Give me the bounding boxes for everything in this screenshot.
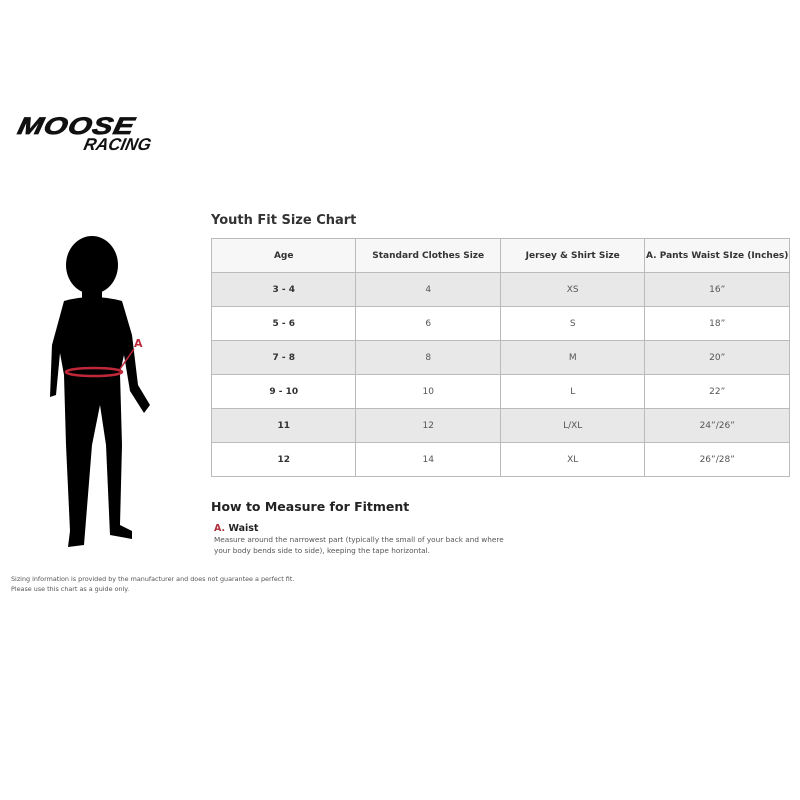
- size-chart-table: Age Standard Clothes Size Jersey & Shirt…: [210, 238, 790, 477]
- cell-waist: 18”: [644, 306, 790, 341]
- header-age: Age: [210, 238, 357, 273]
- cell-age: 5 - 6: [210, 306, 357, 341]
- measure-item-heading: A. Waist: [214, 523, 258, 534]
- logo-subtext: RACING: [81, 135, 154, 154]
- cell-jersey: L: [499, 374, 646, 409]
- table-row: 12 14 XL 26”/28”: [210, 442, 790, 477]
- cell-age: 12: [210, 442, 357, 477]
- cell-jersey: XL: [499, 442, 646, 477]
- cell-waist: 26”/28”: [644, 442, 790, 477]
- cell-standard: 6: [355, 306, 501, 341]
- measure-item-label: Waist: [228, 523, 259, 534]
- table-row: 11 12 L/XL 24”/26”: [210, 408, 790, 443]
- disclaimer: Sizing information is provided by the ma…: [11, 575, 294, 594]
- cell-age: 3 - 4: [210, 272, 357, 307]
- chart-title: Youth Fit Size Chart: [211, 213, 357, 228]
- cell-waist: 20”: [644, 340, 790, 375]
- table-row: 5 - 6 6 S 18”: [210, 306, 790, 341]
- cell-jersey: S: [499, 306, 646, 341]
- cell-standard: 10: [355, 374, 501, 409]
- header-jersey-size: Jersey & Shirt Size: [499, 238, 646, 273]
- cell-waist: 22”: [644, 374, 790, 409]
- table-row: 9 - 10 10 L 22”: [210, 374, 790, 409]
- disclaimer-line-1: Sizing information is provided by the ma…: [11, 575, 295, 583]
- waist-measure-line: [64, 366, 124, 378]
- measure-item-description: Measure around the narrowest part (typic…: [214, 535, 504, 555]
- disclaimer-line-2: Please use this chart as a guide only.: [11, 584, 130, 593]
- measure-heading: How to Measure for Fitment: [211, 499, 410, 514]
- cell-age: 7 - 8: [210, 340, 357, 375]
- moose-racing-logo: MOOSE RACING: [15, 112, 198, 158]
- cell-standard: 8: [355, 340, 501, 375]
- cell-jersey: L/XL: [499, 408, 646, 443]
- table-row: 3 - 4 4 XS 16”: [210, 272, 790, 307]
- table-header-row: Age Standard Clothes Size Jersey & Shirt…: [210, 238, 790, 273]
- cell-standard: 12: [355, 408, 501, 443]
- child-silhouette-figure: A: [50, 236, 150, 547]
- cell-standard: 14: [355, 442, 501, 477]
- measure-item-letter: A.: [214, 523, 226, 534]
- cell-standard: 4: [355, 272, 501, 307]
- cell-jersey: M: [499, 340, 646, 375]
- cell-waist: 24”/26”: [644, 408, 790, 443]
- cell-jersey: XS: [499, 272, 646, 307]
- cell-age: 9 - 10: [210, 374, 357, 409]
- waist-marker-label: A: [134, 337, 143, 350]
- header-standard-size: Standard Clothes Size: [355, 238, 501, 273]
- header-pants-waist: A. Pants Waist SIze (Inches): [644, 238, 790, 273]
- table-row: 7 - 8 8 M 20”: [210, 340, 790, 375]
- cell-age: 11: [210, 408, 357, 443]
- cell-waist: 16”: [644, 272, 790, 307]
